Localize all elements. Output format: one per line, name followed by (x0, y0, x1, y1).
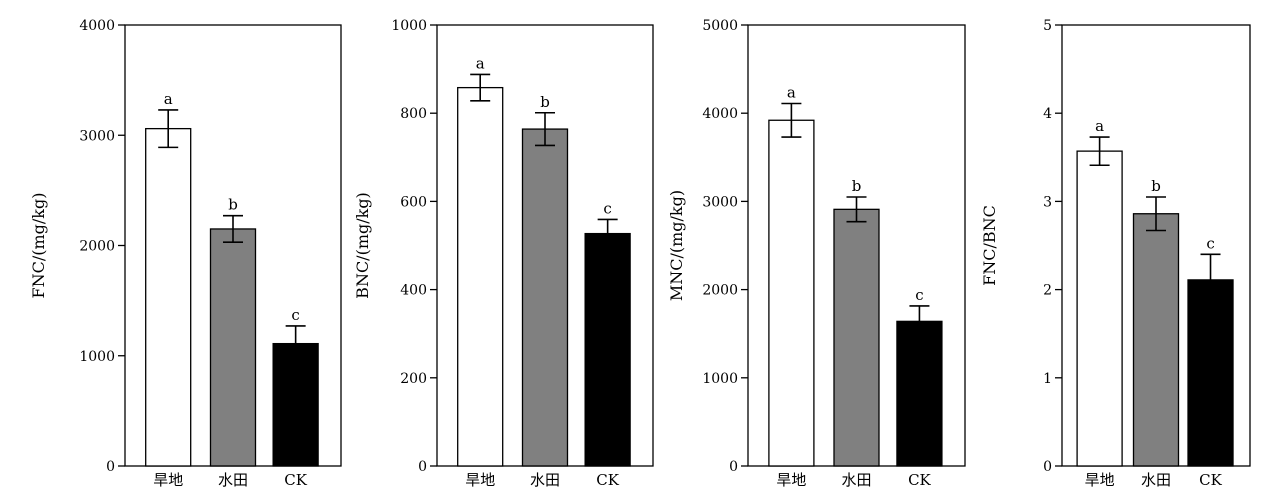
y-tick-label: 400 (400, 283, 427, 299)
y-tick-label: 1000 (702, 371, 738, 387)
significance-label: b (1151, 177, 1161, 195)
category-label: 水田 (841, 471, 871, 489)
y-tick-label: 3 (1043, 194, 1052, 210)
significance-label: a (787, 83, 796, 101)
chart-panel-1: 0 1000 2000 3000 4000 FNC/(mg/kg) a 旱地 b 水田 c CK (29, 18, 342, 489)
significance-label: c (1206, 234, 1214, 252)
significance-label: b (540, 93, 550, 111)
category-label: 水田 (530, 471, 560, 489)
y-axis-title: MNC/(mg/kg) (667, 190, 686, 301)
bar-2 (833, 208, 880, 467)
category-label: 水田 (218, 471, 248, 489)
significance-label: b (228, 196, 238, 214)
y-tick-label: 4000 (702, 106, 738, 122)
bar-1 (768, 119, 815, 467)
y-axis-title: BNC/(mg/kg) (353, 192, 372, 299)
category-label: 旱地 (1085, 471, 1115, 489)
y-tick-label: 4 (1043, 106, 1052, 122)
y-tick-label: 800 (400, 106, 427, 122)
category-label: CK (1199, 471, 1222, 489)
significance-label: a (164, 90, 173, 108)
chart-panel-2: 0 200 400 600 800 1000 BNC/(mg/kg) a 旱地 b 水田 c CK (353, 18, 654, 489)
y-tick-label: 5000 (702, 18, 738, 34)
significance-label: b (852, 177, 862, 195)
y-axis-title: FNC/BNC (980, 205, 999, 286)
bar-2 (209, 228, 257, 467)
category-label: CK (908, 471, 931, 489)
significance-label: a (1095, 117, 1104, 135)
y-tick-label: 0 (106, 459, 115, 475)
bar-2 (1132, 213, 1180, 467)
y-tick-label: 600 (400, 194, 427, 210)
y-tick-label: 3000 (79, 128, 115, 144)
category-label: 旱地 (465, 471, 495, 489)
y-tick-label: 0 (729, 459, 738, 475)
significance-label: c (291, 306, 299, 324)
category-label: 旱地 (776, 471, 806, 489)
y-tick-label: 1000 (391, 18, 427, 34)
significance-label: a (476, 54, 485, 72)
y-tick-label: 1000 (79, 349, 115, 365)
bar-1 (1076, 150, 1123, 467)
category-label: CK (596, 471, 619, 489)
category-label: CK (284, 471, 307, 489)
bar-1 (457, 86, 504, 467)
y-tick-label: 3000 (702, 194, 738, 210)
category-label: 旱地 (153, 471, 183, 489)
y-axis-title: FNC/(mg/kg) (29, 193, 48, 299)
significance-label: c (603, 199, 611, 217)
bar-3 (896, 320, 943, 467)
significance-label: c (915, 286, 923, 304)
bar-3 (584, 232, 631, 467)
y-tick-label: 2000 (702, 283, 738, 299)
bar-1 (145, 127, 192, 467)
y-tick-label: 2000 (79, 239, 115, 255)
y-tick-label: 0 (418, 459, 427, 475)
category-label: 水田 (1141, 471, 1171, 489)
bar-2 (521, 128, 569, 467)
y-tick-label: 200 (400, 371, 427, 387)
y-tick-label: 1 (1043, 371, 1052, 387)
y-tick-label: 0 (1043, 459, 1052, 475)
y-tick-label: 4000 (79, 18, 115, 34)
bar-3 (272, 342, 319, 467)
chart-panel-4: 0 1 2 3 4 5 FNC/BNC a 旱地 b 水田 c CK (980, 18, 1251, 489)
y-tick-label: 5 (1043, 18, 1052, 34)
chart-panel-3: 0 1000 2000 3000 4000 5000 MNC/(mg/kg) a 旱地 b 水田 c C… (667, 18, 966, 489)
bar-3 (1187, 279, 1234, 467)
y-tick-label: 2 (1043, 283, 1052, 299)
